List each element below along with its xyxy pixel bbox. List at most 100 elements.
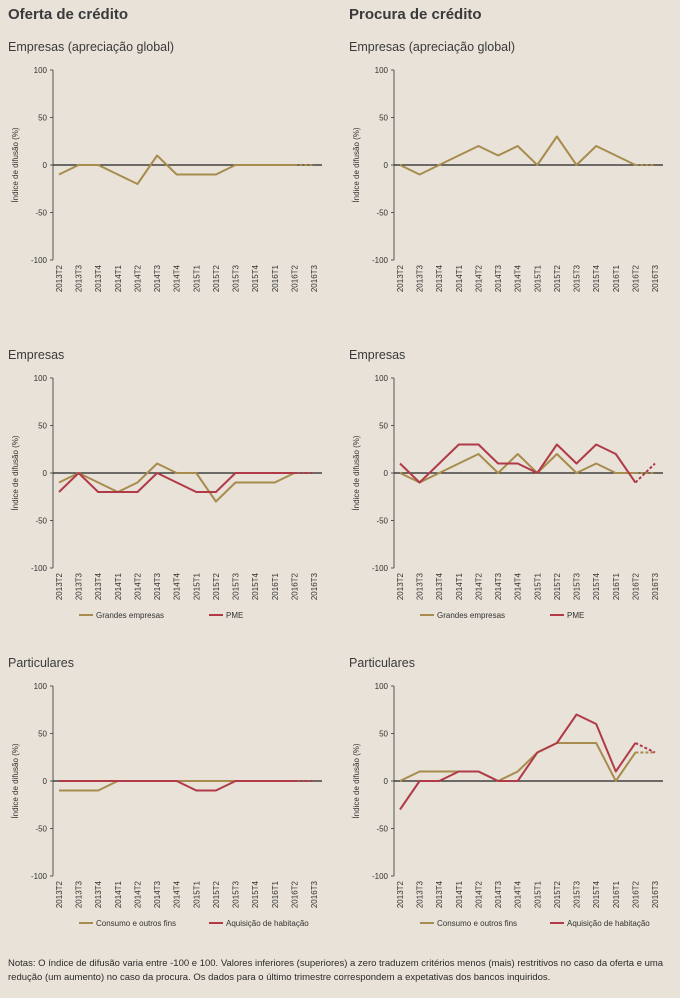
panel-title: Particulares xyxy=(8,656,74,670)
x-tick-label: 2014T2 xyxy=(133,572,142,600)
y-tick-label: 100 xyxy=(34,682,48,691)
x-tick-label: 2014T1 xyxy=(455,880,464,908)
x-tick-label: 2015T3 xyxy=(232,880,241,908)
chart-oferta-empresas: 100 50 0 -50 -100 Índice de difusão (%) 2013T2… xyxy=(11,374,322,620)
y-tick-label: 100 xyxy=(34,374,48,383)
x-tick-label: 2015T4 xyxy=(592,572,601,600)
x-tick-label: 2015T4 xyxy=(592,880,601,908)
panel-oferta-empresas: Empresas 100 50 0 -50 -100 Índice de difusão … xyxy=(8,348,338,648)
y-tick-label: 50 xyxy=(38,114,47,123)
panel-title: Empresas xyxy=(8,348,65,362)
legend-label: Grandes empresas xyxy=(437,611,505,620)
y-tick-label: -50 xyxy=(376,517,388,526)
y-tick-label: -100 xyxy=(372,564,389,573)
y-axis-label: Índice de difusão (%) xyxy=(11,127,20,202)
x-tick-label: 2014T4 xyxy=(173,572,182,600)
x-tick-label: 2013T2 xyxy=(55,264,64,292)
x-tick-label: 2016T3 xyxy=(651,880,660,908)
y-tick-label: -50 xyxy=(35,825,47,834)
x-tick-label: 2016T3 xyxy=(310,264,319,292)
y-tick-label: 100 xyxy=(34,66,48,75)
chart-oferta-empresas-global: 100 50 0 -50 -100 Índice de difusão (%) 2013T2… xyxy=(11,66,322,292)
x-tick-label: 2015T2 xyxy=(212,880,221,908)
y-tick-label: 100 xyxy=(375,374,389,383)
x-tick-label: 2013T3 xyxy=(416,880,425,908)
y-tick-label: 50 xyxy=(379,422,388,431)
x-tick-label: 2013T2 xyxy=(55,572,64,600)
x-tick-label: 2013T3 xyxy=(75,264,84,292)
y-tick-label: 0 xyxy=(384,777,389,786)
x-tick-label: 2013T4 xyxy=(435,572,444,600)
series-line-1 xyxy=(58,462,295,503)
header-procura: Procura de crédito xyxy=(349,6,482,23)
y-axis-label: Índice de difusão (%) xyxy=(11,743,20,818)
x-tick-label: 2014T4 xyxy=(514,880,523,908)
x-tick-label: 2016T1 xyxy=(612,880,621,908)
legend-label: Consumo e outros fins xyxy=(437,919,517,928)
x-tick-label: 2014T1 xyxy=(114,880,123,908)
y-tick-label: 0 xyxy=(43,469,48,478)
x-tick-label: 2013T2 xyxy=(396,880,405,908)
x-tick-label: 2015T4 xyxy=(251,572,260,600)
x-tick-label: 2015T2 xyxy=(553,880,562,908)
x-tick-label: 2016T3 xyxy=(310,572,319,600)
y-tick-label: 0 xyxy=(43,161,48,170)
x-tick-label: 2014T1 xyxy=(114,572,123,600)
x-tick-label: 2015T1 xyxy=(533,264,542,292)
y-axis-label: Índice de difusão (%) xyxy=(352,435,361,510)
x-tick-label: 2015T4 xyxy=(592,264,601,292)
chart-procura-empresas: 100 50 0 -50 -100 Índice de difusão (%) 2013T2… xyxy=(352,374,663,620)
x-tick-label: 2014T4 xyxy=(173,880,182,908)
series-line-1 xyxy=(59,780,295,792)
x-tick-label: 2014T3 xyxy=(494,880,503,908)
x-tick-label: 2014T1 xyxy=(455,572,464,600)
x-tick-label: 2015T2 xyxy=(212,572,221,600)
panel-title: Empresas (apreciação global) xyxy=(349,40,516,54)
x-tick-label: 2016T2 xyxy=(290,572,299,600)
chart-procura-empresas-global: 100 50 0 -50 -100 Índice de difusão (%) 2013T2… xyxy=(352,66,663,292)
y-tick-label: 100 xyxy=(375,66,389,75)
x-tick-label: 2016T1 xyxy=(271,880,280,908)
x-tick-label: 2016T2 xyxy=(631,264,640,292)
panel-procura-empresas-global: Empresas (apreciação global) 100 50 0 -50 -1… xyxy=(349,40,679,340)
x-tick-label: 2014T1 xyxy=(114,264,123,292)
y-tick-label: -50 xyxy=(376,825,388,834)
x-tick-label: 2014T3 xyxy=(153,880,162,908)
x-tick-label: 2015T3 xyxy=(573,572,582,600)
y-tick-label: -100 xyxy=(372,256,389,265)
y-tick-label: 50 xyxy=(38,730,47,739)
x-tick-label: 2013T2 xyxy=(396,264,405,292)
x-tick-label: 2016T1 xyxy=(271,572,280,600)
x-tick-label: 2016T2 xyxy=(631,880,640,908)
panel-procura-particulares: Particulares 100 50 0 -50 -100 Índice de difu… xyxy=(349,656,679,956)
series-line-1 xyxy=(399,742,637,782)
x-tick-label: 2016T1 xyxy=(612,264,621,292)
x-tick-label: 2015T3 xyxy=(573,264,582,292)
legend-label: Consumo e outros fins xyxy=(96,919,176,928)
x-tick-label: 2014T2 xyxy=(474,572,483,600)
panel-oferta-particulares: Particulares 100 50 0 -50 -100 Índice de difu… xyxy=(8,656,338,956)
panel-title: Empresas (apreciação global) xyxy=(8,40,175,54)
x-tick-label: 2015T3 xyxy=(573,880,582,908)
y-tick-label: -100 xyxy=(372,872,389,881)
series-expectation-2 xyxy=(634,462,656,484)
series-line-2 xyxy=(58,472,295,493)
x-tick-label: 2014T2 xyxy=(474,880,483,908)
legend-label: PME xyxy=(226,611,243,620)
x-tick-label: 2015T2 xyxy=(212,264,221,292)
legend-label: Aquisição de habitação xyxy=(226,919,309,928)
y-tick-label: 50 xyxy=(379,114,388,123)
x-tick-label: 2013T3 xyxy=(75,572,84,600)
x-tick-label: 2013T2 xyxy=(396,572,405,600)
x-tick-label: 2014T3 xyxy=(153,572,162,600)
x-tick-label: 2013T2 xyxy=(55,880,64,908)
x-tick-label: 2016T2 xyxy=(290,264,299,292)
x-tick-label: 2015T1 xyxy=(533,880,542,908)
y-tick-label: 50 xyxy=(379,730,388,739)
y-tick-label: -50 xyxy=(35,517,47,526)
x-tick-label: 2016T2 xyxy=(631,572,640,600)
x-tick-label: 2015T3 xyxy=(232,264,241,292)
series-line-2 xyxy=(59,780,295,792)
series-expectation-2 xyxy=(634,742,656,754)
x-tick-label: 2014T3 xyxy=(494,264,503,292)
